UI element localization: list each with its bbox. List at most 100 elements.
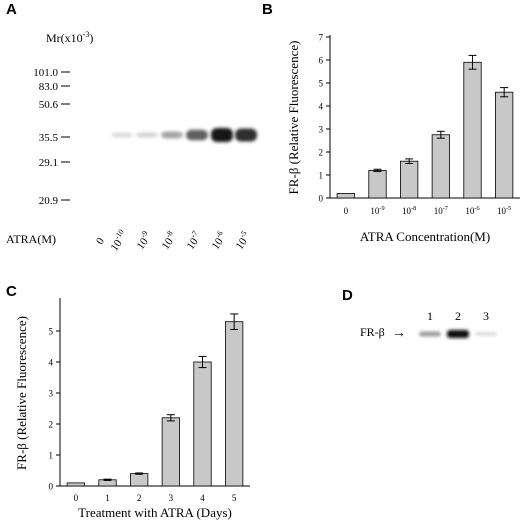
- bar: [161, 417, 180, 487]
- y-tick-label: 2: [319, 148, 324, 158]
- x-tick-label-exp: -9: [379, 205, 384, 212]
- x-tick-label-base: 10: [402, 206, 412, 216]
- x-tick-label: 4: [200, 493, 205, 503]
- x-tick-label: 2: [137, 493, 142, 503]
- panel-b-letter: B: [262, 1, 273, 18]
- lane-label-exp: -8: [164, 229, 175, 240]
- x-tick-label: 5: [232, 493, 237, 503]
- bar: [336, 192, 355, 199]
- panel-c-letter: C: [6, 283, 17, 300]
- panel-a: A Mr(x10-3) 101.0 83.0 50.6 35.5 29.1 20.9 AT…: [6, 1, 257, 253]
- y-tick-label: 5: [319, 79, 324, 89]
- panel-d-letter: D: [342, 287, 353, 304]
- lane-label-exp: -6: [214, 229, 225, 240]
- atra-row-label: ATRA(M): [6, 232, 56, 246]
- lane-label-base: 0: [94, 235, 107, 247]
- mw-marker-label: 50.6: [39, 99, 59, 111]
- mr-axis-label: Mr(x10-3): [46, 30, 93, 45]
- y-tick-label: 4: [49, 358, 54, 368]
- x-tick-label: 10-9: [370, 205, 384, 216]
- arrow-icon: →: [392, 326, 406, 341]
- x-tick-label-exp: -6: [474, 205, 479, 212]
- bar: [66, 482, 85, 487]
- x-axis-title: Treatment with ATRA (Days): [78, 505, 232, 520]
- gel-band: [419, 331, 441, 337]
- x-tick-label: 10-6: [465, 205, 479, 216]
- y-tick-label: 0: [49, 482, 54, 492]
- x-tick-label-base: 10: [434, 206, 444, 216]
- gel-band: [161, 131, 183, 139]
- lane-label: 10-8: [157, 229, 179, 252]
- x-tick-label-base: 10: [370, 206, 380, 216]
- x-tick-label-exp: -7: [443, 205, 448, 212]
- lane-label: 10-9: [132, 229, 154, 252]
- y-tick-label: 1: [49, 451, 54, 461]
- gel-band: [447, 330, 469, 338]
- gel-bands-d: 1 2 3: [419, 309, 497, 338]
- y-tick-label: 3: [319, 125, 324, 135]
- lane-label: 10-10: [106, 227, 131, 253]
- bar: [225, 321, 244, 487]
- gel-band: [475, 332, 497, 336]
- lane-number: 2: [455, 309, 461, 323]
- bar: [130, 473, 149, 487]
- y-tick-label: 7: [319, 33, 324, 43]
- lane-number: 3: [483, 309, 489, 323]
- bar: [495, 91, 514, 199]
- x-tick-label: 10-8: [402, 205, 416, 216]
- mw-markers: 101.0 83.0 50.6 35.5 29.1 20.9: [33, 67, 70, 207]
- y-tick-label: 0: [319, 194, 324, 204]
- x-tick-label: 10-7: [434, 205, 448, 216]
- bar: [193, 361, 212, 487]
- bar: [368, 169, 387, 199]
- x-tick-label: 0: [74, 493, 79, 503]
- lane-label: 10-7: [182, 229, 204, 252]
- x-tick-label: 0: [344, 206, 349, 216]
- fr-beta-label: FR-β: [360, 325, 385, 339]
- mw-marker-label: 20.9: [39, 195, 59, 207]
- gel-band: [235, 128, 257, 142]
- x-tick-label-exp: -8: [411, 205, 416, 212]
- y-axis-title: FR-β (Relative Fluorescence): [14, 316, 29, 470]
- gel-band: [211, 128, 233, 142]
- lane-label: 10-6: [207, 229, 229, 252]
- y-tick-label: 3: [49, 389, 54, 399]
- y-tick-label: 6: [319, 56, 324, 66]
- x-tick-label: 10-5: [497, 205, 511, 216]
- gel-band: [111, 132, 133, 138]
- gel-band: [186, 129, 208, 141]
- lane-label: 0: [94, 235, 107, 247]
- lane-label: 10-5: [231, 229, 253, 252]
- bar: [463, 61, 482, 199]
- x-tick-label-base: 10: [497, 206, 507, 216]
- bar: [400, 160, 419, 199]
- x-tick-label-base: 10: [465, 206, 475, 216]
- mw-marker-label: 29.1: [39, 157, 58, 169]
- y-tick-label: 4: [319, 102, 324, 112]
- y-tick-label: 2: [49, 420, 54, 430]
- lane-label-exp: -5: [238, 229, 249, 240]
- panel-a-letter: A: [6, 1, 17, 18]
- mw-marker-label: 35.5: [39, 132, 59, 144]
- y-axis-title: FR-β (Relative Fluorescence): [286, 41, 301, 195]
- mw-marker-label: 83.0: [39, 81, 59, 93]
- x-tick-label-exp: -5: [506, 205, 511, 212]
- x-tick-label-base: 0: [344, 206, 349, 216]
- x-tick-label: 1: [105, 493, 110, 503]
- lane-label-exp: -9: [139, 229, 150, 240]
- bar: [431, 134, 450, 199]
- gel-bands-a: [111, 128, 257, 142]
- x-axis-title: ATRA Concentration(M): [360, 229, 490, 244]
- gel-band: [136, 132, 158, 138]
- lane-label-exp: -7: [189, 229, 200, 240]
- panel-d: D 1 2 3 FR-β →: [342, 287, 497, 341]
- lane-number: 1: [427, 309, 433, 323]
- x-tick-label: 3: [169, 493, 174, 503]
- mw-marker-label: 101.0: [33, 67, 58, 79]
